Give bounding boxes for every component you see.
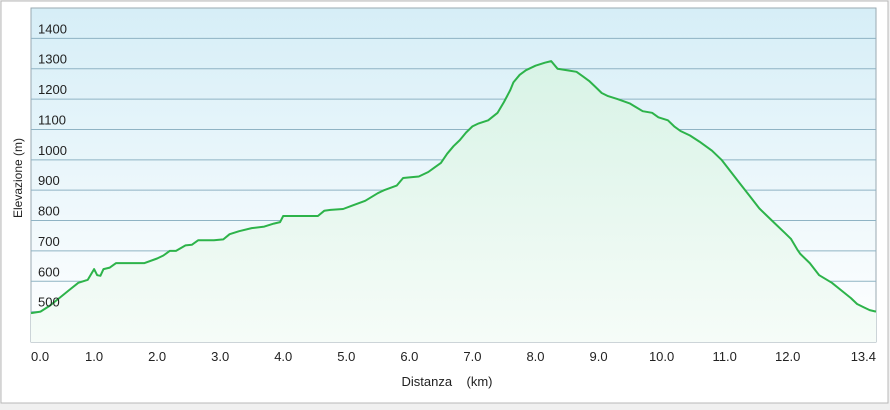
x-tick-label: 10.0 [649,349,674,364]
x-tick-label: 8.0 [526,349,544,364]
x-tick-label: 2.0 [148,349,166,364]
x-tick-label: 4.0 [274,349,292,364]
x-tick-label: 11.0 [712,349,736,364]
x-tick-label: 9.0 [589,349,607,364]
x-tick-label: 5.0 [337,349,355,364]
x-tick-label: 13.4 [851,349,876,364]
y-tick-label: 600 [38,264,60,279]
x-tick-label: 6.0 [400,349,418,364]
elevation-area-fill [31,61,876,342]
y-tick-label: 1000 [38,143,67,158]
x-tick-label: 1.0 [85,349,103,364]
y-axis-tick-labels: 500 600 700 800 900 1000 1100 1200 1300 1400 [38,21,67,309]
x-axis-title: Distanza (km) [401,374,492,389]
y-tick-label: 700 [38,234,60,249]
y-tick-label: 800 [38,204,60,219]
x-axis-tick-labels: 0.0 1.0 2.0 3.0 4.0 5.0 6.0 7.0 8.0 9.0 10.0 11.0 12… [31,349,876,364]
x-tick-label: 0.0 [31,349,49,364]
x-tick-label: 7.0 [463,349,481,364]
y-tick-label: 1400 [38,21,67,36]
x-tick-label: 12.0 [775,349,800,364]
y-tick-label: 1100 [38,112,66,127]
y-tick-label: 900 [38,173,60,188]
y-tick-label: 1200 [38,82,67,97]
x-tick-label: 3.0 [211,349,229,364]
y-tick-label: 500 [38,295,60,310]
y-axis-title: Elevazione (m) [11,138,25,218]
y-tick-label: 1300 [38,52,67,67]
elevation-line [30,60,877,315]
